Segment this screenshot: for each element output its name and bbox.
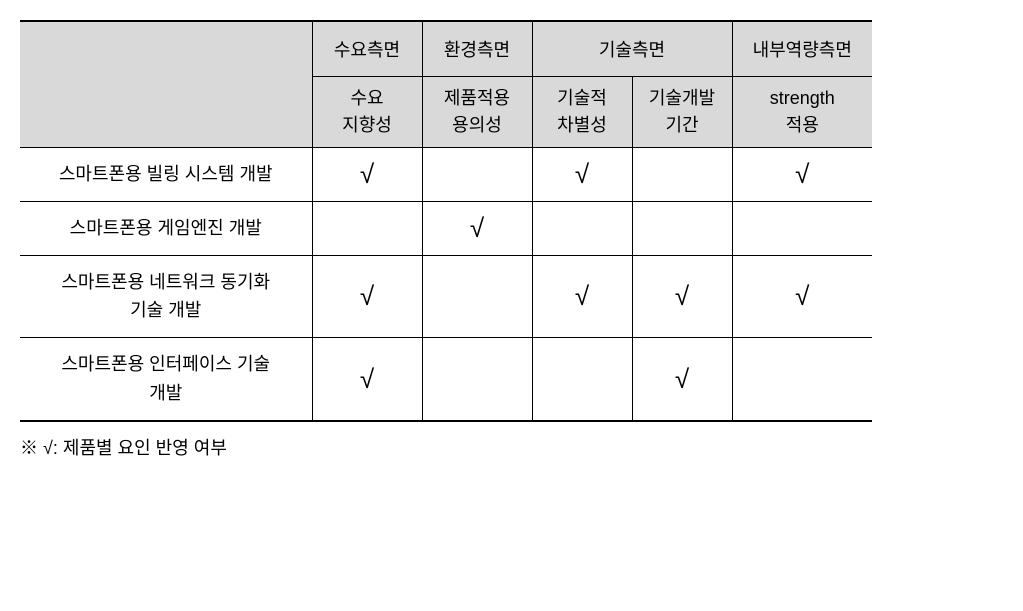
subheader-demand-orientation: 수요지향성	[312, 77, 422, 148]
check-cell	[732, 338, 872, 421]
check-cell	[632, 148, 732, 202]
check-cell: √	[632, 338, 732, 421]
check-cell	[632, 201, 732, 255]
check-cell: √	[632, 255, 732, 338]
check-cell	[312, 201, 422, 255]
subheader-technical-differentiation: 기술적차별성	[532, 77, 632, 148]
check-cell: √	[312, 148, 422, 202]
table-row: 스마트폰용 인터페이스 기술개발 √ √	[20, 338, 872, 421]
header-demand-aspect: 수요측면	[312, 21, 422, 77]
check-cell	[732, 201, 872, 255]
header-technology-aspect: 기술측면	[532, 21, 732, 77]
check-cell: √	[422, 201, 532, 255]
evaluation-table: 수요측면 환경측면 기술측면 내부역량측면 수요지향성 제품적용용의성 기술적차…	[20, 20, 872, 422]
check-cell	[422, 148, 532, 202]
header-empty-corner	[20, 21, 312, 148]
row-label: 스마트폰용 네트워크 동기화기술 개발	[20, 255, 312, 338]
row-label: 스마트폰용 빌링 시스템 개발	[20, 148, 312, 202]
check-cell: √	[312, 255, 422, 338]
check-cell	[532, 201, 632, 255]
table-row: 스마트폰용 네트워크 동기화기술 개발 √ √ √ √	[20, 255, 872, 338]
check-cell: √	[732, 255, 872, 338]
row-label: 스마트폰용 게임엔진 개발	[20, 201, 312, 255]
legend-text: ※ √: 제품별 요인 반영 여부	[20, 434, 872, 460]
subheader-development-period: 기술개발기간	[632, 77, 732, 148]
subheader-product-applicability: 제품적용용의성	[422, 77, 532, 148]
header-environment-aspect: 환경측면	[422, 21, 532, 77]
subheader-strength-application: strength적용	[732, 77, 872, 148]
check-cell: √	[732, 148, 872, 202]
check-cell	[532, 338, 632, 421]
table-row: 스마트폰용 빌링 시스템 개발 √ √ √	[20, 148, 872, 202]
check-cell: √	[532, 148, 632, 202]
check-cell	[422, 255, 532, 338]
header-row-1: 수요측면 환경측면 기술측면 내부역량측면	[20, 21, 872, 77]
table-row: 스마트폰용 게임엔진 개발 √	[20, 201, 872, 255]
check-cell	[422, 338, 532, 421]
check-cell: √	[312, 338, 422, 421]
check-cell: √	[532, 255, 632, 338]
header-internal-capability-aspect: 내부역량측면	[732, 21, 872, 77]
row-label: 스마트폰용 인터페이스 기술개발	[20, 338, 312, 421]
evaluation-table-container: 수요측면 환경측면 기술측면 내부역량측면 수요지향성 제품적용용의성 기술적차…	[20, 20, 872, 460]
